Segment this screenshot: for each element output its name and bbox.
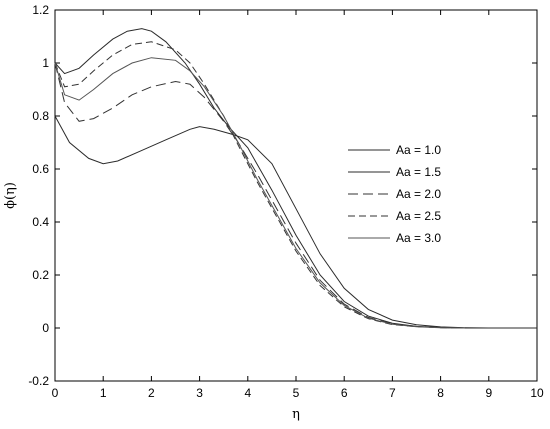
legend-label: Aa = 2.5 (396, 209, 441, 223)
series-line-1 (54, 115, 537, 329)
y-axis-label: ϕ(η) (3, 182, 18, 209)
legend-label: Aa = 2.0 (396, 187, 441, 201)
x-tick-label: 9 (485, 386, 492, 400)
x-tick-label: 10 (530, 386, 544, 400)
y-tick-label: 0.8 (32, 109, 49, 123)
series-line-5 (54, 57, 465, 329)
y-tick-label: 0.4 (32, 215, 49, 229)
x-tick-label: 3 (196, 386, 203, 400)
x-tick-label: 2 (148, 386, 155, 400)
x-tick-label: 5 (293, 386, 300, 400)
plot-area (54, 9, 538, 382)
series-layer (54, 28, 537, 329)
x-tick-label: 0 (52, 386, 59, 400)
legend-label: Aa = 1.0 (396, 143, 441, 157)
axis-ticks: 0 1 2 3 4 5 6 7 8 9 10-0.200.20.40.60.811.2 (28, 3, 544, 400)
legend-label: Aa = 1.5 (396, 165, 441, 179)
y-tick-label: 0.6 (32, 162, 49, 176)
y-tick-label: 1 (42, 56, 49, 70)
y-tick-label: 0.2 (32, 268, 49, 282)
legend-label: Aa = 3.0 (396, 231, 441, 245)
y-tick-label: 0 (42, 321, 49, 335)
series-line-3 (54, 62, 465, 329)
x-tick-label: 6 (341, 386, 348, 400)
y-tick-label: -0.2 (28, 374, 49, 388)
legend: Aa = 1.0 Aa = 1.5 Aa = 2.0 Aa = 2.5 Aa = 3.0 (348, 143, 441, 245)
x-tick-label: 8 (437, 386, 444, 400)
x-tick-label: 1 (100, 386, 107, 400)
x-axis-label: η (292, 407, 300, 422)
x-tick-label: 7 (389, 386, 396, 400)
x-tick-label: 4 (244, 386, 251, 400)
y-tick-label: 1.2 (32, 3, 49, 17)
